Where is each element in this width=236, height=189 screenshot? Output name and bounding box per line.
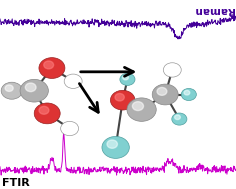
Circle shape: [34, 103, 60, 124]
Circle shape: [167, 65, 173, 70]
Circle shape: [127, 98, 156, 121]
Circle shape: [102, 136, 129, 158]
Circle shape: [152, 84, 178, 105]
Circle shape: [120, 73, 135, 85]
Text: FTIR: FTIR: [2, 178, 30, 188]
Circle shape: [5, 85, 13, 91]
Circle shape: [123, 75, 128, 80]
Circle shape: [132, 102, 143, 111]
Circle shape: [184, 90, 190, 95]
Text: Raman: Raman: [193, 5, 234, 15]
Circle shape: [64, 74, 82, 88]
Circle shape: [172, 113, 187, 125]
Circle shape: [181, 88, 196, 101]
Circle shape: [25, 83, 36, 92]
Circle shape: [39, 106, 49, 114]
Circle shape: [110, 90, 135, 110]
Circle shape: [44, 61, 54, 69]
Circle shape: [64, 124, 71, 129]
Circle shape: [67, 76, 74, 82]
Circle shape: [107, 140, 118, 148]
Circle shape: [61, 121, 79, 136]
Circle shape: [20, 79, 48, 102]
Circle shape: [163, 63, 181, 77]
Circle shape: [1, 82, 22, 99]
Circle shape: [157, 88, 167, 95]
Circle shape: [175, 115, 180, 120]
Circle shape: [39, 58, 65, 78]
Circle shape: [115, 94, 124, 101]
